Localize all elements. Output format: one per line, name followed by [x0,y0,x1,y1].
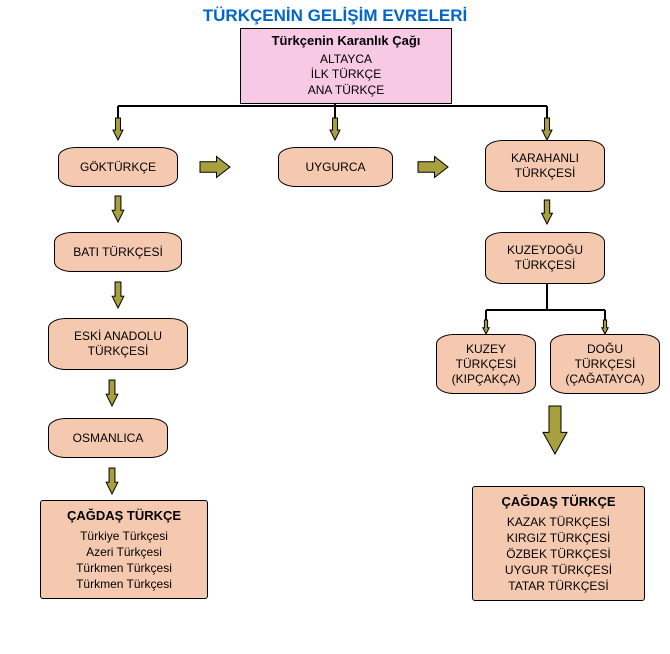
leaf-line: UYGUR TÜRKÇESİ [481,562,636,578]
leaf-line: Türkmen Türkçesi [49,576,199,592]
arrow-gok-to-bati [112,196,124,222]
root-line: ANA TÜRKÇE [251,83,441,99]
leaf-line: Azeri Türkçesi [49,544,199,560]
arrow-uyg-to-kar [418,157,448,178]
arrow-dogu-to-cagdas [543,406,567,454]
node-bati: BATI TÜRKÇESİ [54,232,182,272]
leaf-title: ÇAĞDAŞ TÜRKÇE [49,507,199,525]
node-dogu: DOĞUTÜRKÇESİ(ÇAĞATAYCA) [550,334,660,394]
node-uygurca: UYGURCA [278,147,393,187]
arrow-root-to-uyg [330,118,340,140]
node-karahanli: KARAHANLITÜRKÇESİ [485,140,605,192]
leaf-line: Türkmen Türkçesi [49,560,199,576]
arrow-root-to-gok [113,118,123,140]
leaf-line: KAZAK TÜRKÇESİ [481,514,636,530]
root-line: ALTAYCA [251,52,441,68]
node-osmanlica: OSMANLICA [48,418,168,458]
arrow-gok-to-uyg [200,157,230,178]
arrow-osm-to-cagdas [106,468,118,494]
arrow-eski-to-osm [106,380,118,406]
root-title: Türkçenin Karanlık Çağı [251,33,441,50]
node-kuzeydogu: KUZEYDOĞUTÜRKÇESİ [485,232,605,284]
leaf-cagdas-left: ÇAĞDAŞ TÜRKÇE Türkiye TürkçesiAzeri Türkç… [40,500,208,599]
leaf-line: ÖZBEK TÜRKÇESİ [481,546,636,562]
leaf-line: TATAR TÜRKÇESİ [481,578,636,594]
node-kuzey: KUZEYTÜRKÇESİ(KIPÇAKÇA) [436,334,536,394]
leaf-line: Türkiye Türkçesi [49,528,199,544]
leaf-title: ÇAĞDAŞ TÜRKÇE [481,493,636,511]
node-gokturkce: GÖKTÜRKÇE [58,147,178,187]
root-node: Türkçenin Karanlık Çağı ALTAYCAİLK TÜRKÇE… [240,28,452,104]
leaf-cagdas-right: ÇAĞDAŞ TÜRKÇE KAZAK TÜRKÇESİKIRGIZ TÜRKÇE… [472,486,645,601]
root-line: İLK TÜRKÇE [251,67,441,83]
arrow-kar-to-kd [542,200,553,224]
node-eskianadolu: ESKİ ANADOLUTÜRKÇESİ [48,318,188,370]
diagram-canvas: TÜRKÇENİN GELİŞİM EVRELERİ Türkçenin Kar… [0,0,670,654]
arrow-split-dogu [602,320,608,334]
arrow-split-kuzey [483,320,489,334]
arrow-root-to-kar [542,118,552,140]
leaf-line: KIRGIZ TÜRKÇESİ [481,530,636,546]
arrow-bati-to-eski [112,282,124,308]
diagram-title: TÜRKÇENİN GELİŞİM EVRELERİ [0,6,670,26]
